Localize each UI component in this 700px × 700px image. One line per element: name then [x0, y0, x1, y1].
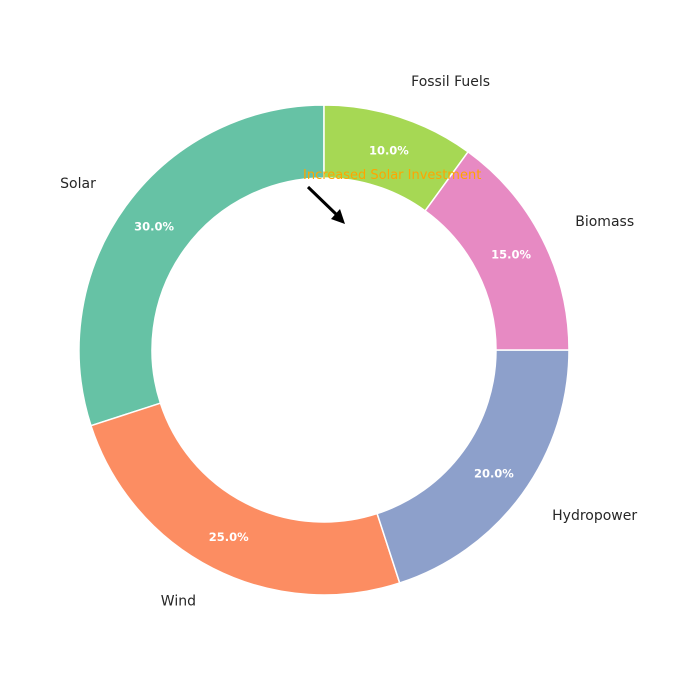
wedge-solar [78, 104, 325, 427]
percent-label-wind: 25.0% [209, 530, 249, 544]
percent-label-hydropower: 20.0% [474, 466, 514, 480]
percent-label-solar: 30.0% [134, 220, 174, 234]
annotation-text: Increased Solar Investment [303, 168, 481, 183]
wedge-fossil-fuels [323, 104, 470, 212]
category-label-fossil-fuels: Fossil Fuels [411, 74, 490, 90]
percent-label-group: 30.0% 25.0% 20.0% 15.0% 10.0% [134, 143, 531, 544]
percent-label-biomass: 15.0% [491, 248, 531, 262]
percent-label-fossil-fuels: 10.0% [369, 143, 409, 157]
category-label-group: Solar Wind Hydropower Biomass Fossil Fuels [60, 74, 637, 609]
category-label-solar: Solar [60, 176, 96, 192]
wedge-group [78, 104, 570, 596]
annotation-group: Increased Solar Investment [303, 168, 481, 224]
annotation-arrow-line [306, 185, 340, 218]
category-label-wind: Wind [161, 593, 196, 609]
category-label-biomass: Biomass [575, 214, 634, 230]
annotation-arrow-head [331, 209, 345, 224]
wedge-wind [90, 402, 401, 596]
category-label-hydropower: Hydropower [552, 508, 637, 524]
